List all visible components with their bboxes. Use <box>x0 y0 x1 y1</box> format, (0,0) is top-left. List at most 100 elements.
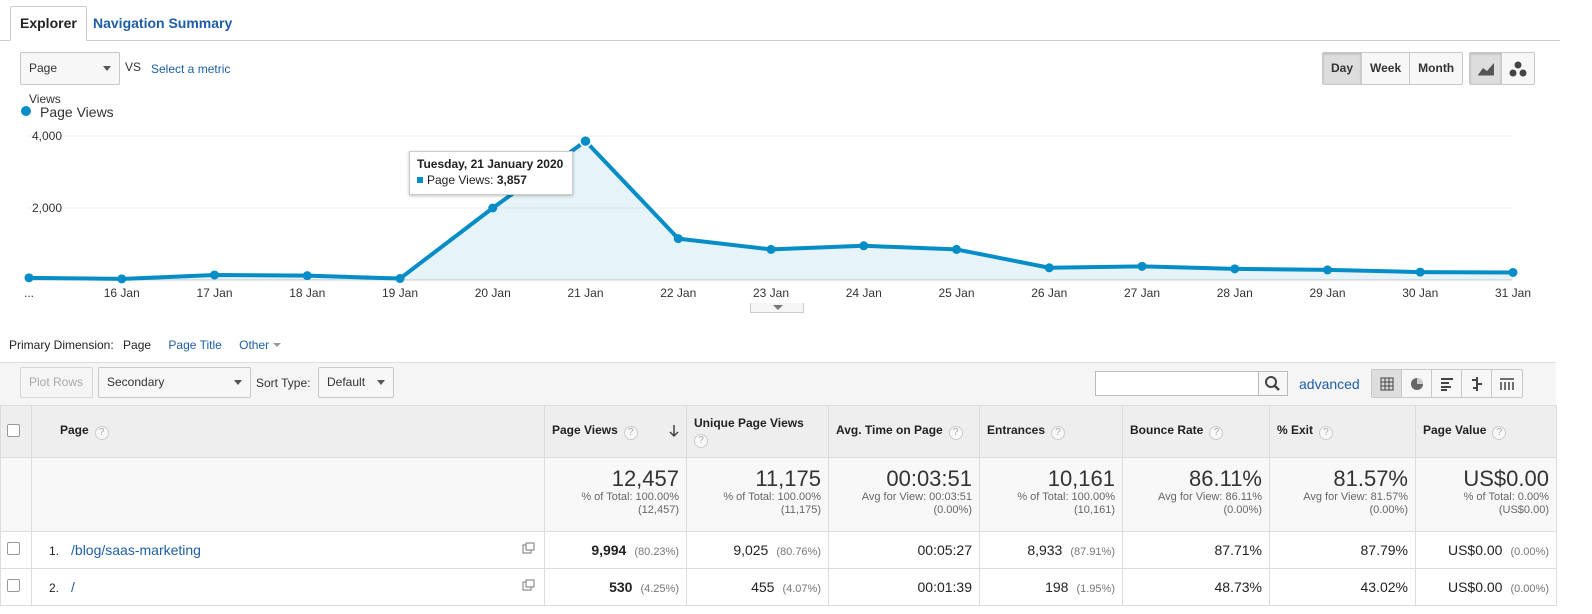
data-point[interactable] <box>952 244 961 254</box>
term-cloud-view-button[interactable] <box>1492 370 1522 397</box>
help-icon[interactable]: ? <box>94 426 109 440</box>
external-link-icon[interactable] <box>522 579 535 591</box>
total-sub: (0.00%) <box>1223 504 1262 516</box>
table-view-toggle <box>1371 369 1523 398</box>
comparison-icon <box>1471 376 1482 391</box>
select-metric-link[interactable]: Select a metric <box>151 62 231 76</box>
pie-view-button[interactable] <box>1402 370 1432 397</box>
row-pct: (87.91%) <box>1070 546 1115 558</box>
external-link-icon[interactable] <box>522 542 535 554</box>
month-button[interactable]: Month <box>1410 53 1463 84</box>
sort-type-dropdown[interactable]: Default <box>318 367 394 398</box>
table-toolbar <box>0 362 1556 405</box>
row-checkbox[interactable] <box>7 542 20 555</box>
header-bounce-rate[interactable]: Bounce Rate? <box>1122 405 1270 458</box>
metric-dropdown[interactable]: Page Views <box>20 52 120 106</box>
total-sub: (12,457) <box>638 504 679 516</box>
secondary-dimension-dropdown[interactable]: Secondary dimension <box>98 367 251 418</box>
dimension-other[interactable]: Other <box>239 338 281 352</box>
data-point[interactable] <box>210 270 219 280</box>
primary-dimension-bar: Primary Dimension: Page Page Title Other <box>9 338 281 352</box>
motion-chart-button[interactable] <box>1502 53 1534 84</box>
advanced-filter-link[interactable]: advanced <box>1299 376 1360 392</box>
line-chart: ... 16 Jan 17 Jan 18 Jan 19 Jan 20 Jan 21 Jan 2… <box>24 129 1531 300</box>
header-exit[interactable]: % Exit? <box>1269 405 1416 458</box>
help-icon[interactable]: ? <box>1492 426 1507 440</box>
data-table-view-button[interactable] <box>1372 370 1402 397</box>
data-point[interactable] <box>1508 267 1518 277</box>
data-point[interactable] <box>117 274 127 284</box>
total-sub: % of Total: 100.00% <box>723 491 821 503</box>
row-pct: (0.00%) <box>1510 546 1549 558</box>
x-tick-label: 26 Jan <box>1031 286 1067 300</box>
header-page[interactable]: Page? <box>31 405 545 458</box>
tab-navigation-summary[interactable]: Navigation Summary <box>93 15 233 31</box>
dimension-page[interactable]: Page <box>123 338 152 352</box>
help-icon[interactable]: ? <box>623 426 638 440</box>
header-exit-label: % Exit <box>1277 423 1314 437</box>
header-unique-page-views[interactable]: Unique Page Views? <box>686 405 829 458</box>
data-point[interactable] <box>673 234 683 244</box>
help-icon[interactable]: ? <box>1209 426 1224 440</box>
data-point[interactable] <box>579 134 592 148</box>
row-value: 198 <box>1045 579 1069 595</box>
data-point[interactable] <box>1415 267 1425 277</box>
search-button[interactable] <box>1258 371 1288 396</box>
data-point[interactable] <box>24 273 34 283</box>
row-checkbox[interactable] <box>7 579 20 592</box>
x-tick-label: 20 Jan <box>475 286 511 300</box>
header-avg-time[interactable]: Avg. Time on Page? <box>828 405 980 458</box>
total-page-value: US$0.00% of Total: 0.00% (US$0.00) <box>1415 457 1557 532</box>
data-point[interactable] <box>859 241 869 251</box>
row-avg-time: 00:05:27 <box>828 531 980 569</box>
help-icon[interactable]: ? <box>694 433 708 448</box>
header-page-views[interactable]: Page Views? <box>544 405 687 458</box>
data-point[interactable] <box>1044 263 1054 273</box>
data-point[interactable] <box>395 274 405 284</box>
day-button[interactable]: Day <box>1323 53 1363 84</box>
total-sub: % of Total: 0.00% <box>1463 491 1549 503</box>
dimension-page-title[interactable]: Page Title <box>168 338 222 352</box>
x-tick-label: 28 Jan <box>1217 286 1253 300</box>
plot-rows-button[interactable]: Plot Rows <box>20 367 93 398</box>
select-all-checkbox[interactable] <box>7 423 20 437</box>
performance-view-button[interactable] <box>1432 370 1462 397</box>
table-search-input[interactable] <box>1095 371 1259 396</box>
row-value: 8,933 <box>1027 542 1063 558</box>
total-value: 00:03:51 <box>886 466 972 491</box>
data-point[interactable] <box>302 271 312 281</box>
header-page-value[interactable]: Page Value? <box>1415 405 1557 458</box>
row-value: US$0.00 <box>1447 579 1503 595</box>
totals-empty-cell <box>31 457 545 532</box>
week-button[interactable]: Week <box>1362 53 1411 84</box>
data-point[interactable] <box>1230 264 1240 274</box>
data-point[interactable] <box>488 203 498 213</box>
total-value: 11,175 <box>755 466 821 491</box>
chevron-down-icon <box>773 305 783 310</box>
data-point[interactable] <box>1323 265 1332 275</box>
comparison-view-button[interactable] <box>1462 370 1492 397</box>
header-entrances[interactable]: Entrances? <box>979 405 1123 458</box>
data-point[interactable] <box>1137 261 1147 271</box>
chart-collapse-handle[interactable] <box>750 303 804 313</box>
total-exit: 81.57% Avg for View: 81.57% (0.00%) <box>1269 457 1416 532</box>
tab-explorer[interactable]: Explorer <box>10 6 87 41</box>
total-sub: Avg for View: 86.11% <box>1158 491 1262 503</box>
help-icon[interactable]: ? <box>1051 426 1066 440</box>
row-page-link[interactable]: / <box>71 579 75 595</box>
chevron-down-icon <box>272 343 281 347</box>
x-tick-label: 27 Jan <box>1124 286 1160 300</box>
header-unique-label: Unique Page Views <box>694 415 804 430</box>
row-page-link[interactable]: /blog/saas-marketing <box>71 542 201 558</box>
data-point[interactable] <box>766 244 776 254</box>
x-tick-label: 24 Jan <box>846 286 882 300</box>
row-select-cell <box>0 568 32 606</box>
help-icon[interactable]: ? <box>1319 426 1334 440</box>
total-entrances: 10,161% of Total: 100.00% (10,161) <box>979 457 1123 532</box>
total-unique-page-views: 11,175% of Total: 100.00% (11,175) <box>686 457 829 532</box>
row-pct: (80.76%) <box>776 546 821 558</box>
help-icon[interactable]: ? <box>948 426 963 440</box>
chart-area-fill <box>29 141 1513 280</box>
line-chart-button[interactable] <box>1470 53 1502 84</box>
sort-type-value: Default <box>327 375 366 389</box>
